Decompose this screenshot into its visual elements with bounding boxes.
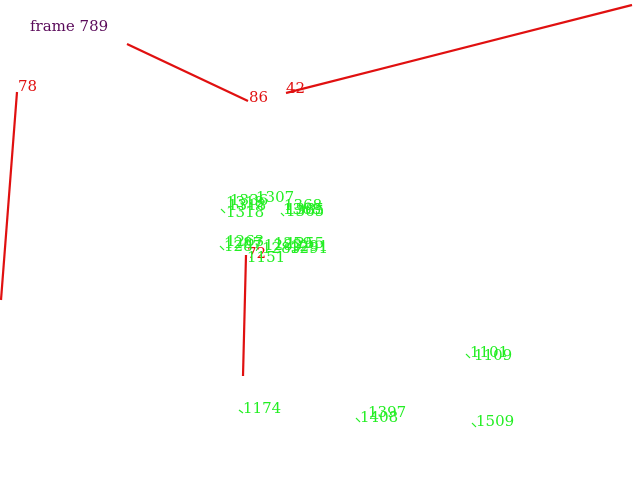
green-tick — [471, 422, 477, 428]
green-overlap-text: 1336 — [230, 191, 268, 209]
track-label-86: 86 — [249, 88, 268, 106]
red-track-labels: 78 86 42 72 — [18, 77, 305, 262]
green-overlap-text: 1259 — [274, 234, 312, 252]
green-overlap-text: 1291 — [290, 237, 328, 255]
track-line-42 — [285, 3, 633, 95]
track-line-72 — [241, 254, 248, 377]
green-tick — [355, 417, 361, 423]
green-overlap-text: 1263 — [226, 232, 264, 250]
green-cluster-lower: 1287 1263 1283 1259 1291 1255 — [224, 232, 328, 255]
track-line-78 — [0, 91, 19, 301]
track-label-1287: 1287 — [224, 237, 262, 255]
track-label-1368: 1368 — [283, 200, 321, 218]
track-label-78: 78 — [18, 77, 37, 95]
track-label-1174: 1174 — [243, 399, 281, 417]
frame-label: frame 789 — [30, 17, 108, 35]
track-label-1318: 1318 — [226, 203, 264, 221]
track-label-42: 42 — [286, 79, 305, 97]
red-tracks — [0, 3, 633, 377]
green-labels: 1307 1318 1368 1365 1287 1283 1291 1151 … — [224, 188, 514, 430]
track-label-1397: 1397 — [368, 403, 406, 421]
track-label-1101: 1101 — [470, 343, 508, 361]
green-tick — [280, 212, 285, 217]
track-label-1307: 1307 — [256, 188, 294, 206]
track-label-72: 72 — [247, 244, 266, 262]
green-overlap-text: 1318 — [226, 193, 264, 211]
green-overlap-text: 1365 — [286, 200, 324, 218]
green-overlap-text: 1283 — [264, 236, 302, 254]
track-label-1509: 1509 — [476, 412, 514, 430]
track-label-1151: 1151 — [247, 248, 285, 266]
green-tick — [220, 208, 226, 214]
track-label-1283: 1283 — [262, 239, 300, 257]
green-tick — [238, 409, 244, 414]
track-label-1408: 1408 — [360, 408, 398, 426]
green-overlap-text: 1255 — [286, 234, 324, 252]
green-overlap-text: 1318 — [228, 196, 266, 214]
green-tick — [465, 353, 471, 359]
track-line-86 — [126, 43, 249, 102]
track-label-1109: 1109 — [474, 346, 512, 364]
green-overlap-text: 1287 — [224, 234, 262, 252]
green-ticks — [219, 208, 477, 428]
green-tick — [219, 245, 225, 251]
track-label-1291: 1291 — [290, 239, 328, 257]
track-label-1365: 1365 — [286, 202, 324, 220]
green-cluster-upper: 1318 1318 1336 1368 1365 — [226, 191, 324, 218]
green-overlap-text: 1368 — [284, 196, 322, 214]
